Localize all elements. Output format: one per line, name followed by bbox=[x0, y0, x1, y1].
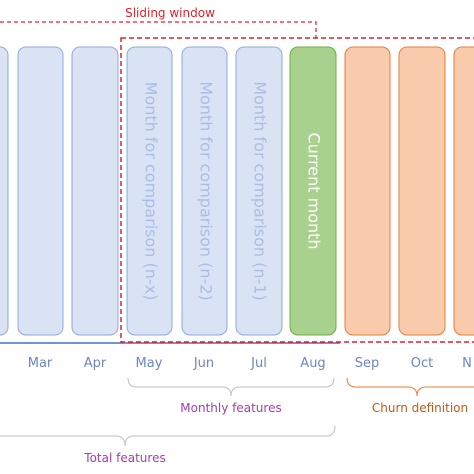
month: Sep bbox=[355, 356, 380, 371]
column bbox=[17, 46, 64, 336]
column bbox=[181, 46, 228, 336]
month: Jun bbox=[193, 356, 214, 371]
churn-column bbox=[453, 46, 474, 336]
column-label: Month for comparison (n-x) bbox=[142, 82, 161, 301]
brace bbox=[127, 377, 335, 397]
window-line bbox=[0, 21, 317, 38]
month: N bbox=[462, 356, 472, 371]
churn-column bbox=[398, 46, 446, 336]
current-column bbox=[289, 46, 337, 336]
window-box bbox=[120, 37, 474, 343]
month: Mar bbox=[28, 356, 53, 371]
column bbox=[235, 46, 283, 336]
column bbox=[0, 46, 9, 336]
month: Oct bbox=[411, 356, 433, 371]
column bbox=[71, 46, 119, 336]
column-label: Month for comparison (n-2) bbox=[197, 81, 216, 300]
month: May bbox=[136, 356, 163, 371]
column-label: Month for comparison (n-1) bbox=[251, 81, 270, 300]
brace bbox=[346, 377, 474, 397]
window-label: Sliding window bbox=[125, 6, 215, 20]
month: Apr bbox=[84, 356, 107, 371]
annotation: Total features bbox=[83, 451, 165, 465]
column bbox=[126, 46, 173, 336]
annotation: Monthly features bbox=[180, 401, 281, 415]
column-label: Current month bbox=[305, 132, 324, 249]
month: Aug bbox=[300, 356, 325, 371]
churn-column bbox=[344, 46, 391, 336]
month: Jul bbox=[250, 356, 267, 371]
annotation: Churn definition bbox=[372, 401, 468, 415]
brace bbox=[0, 425, 336, 447]
